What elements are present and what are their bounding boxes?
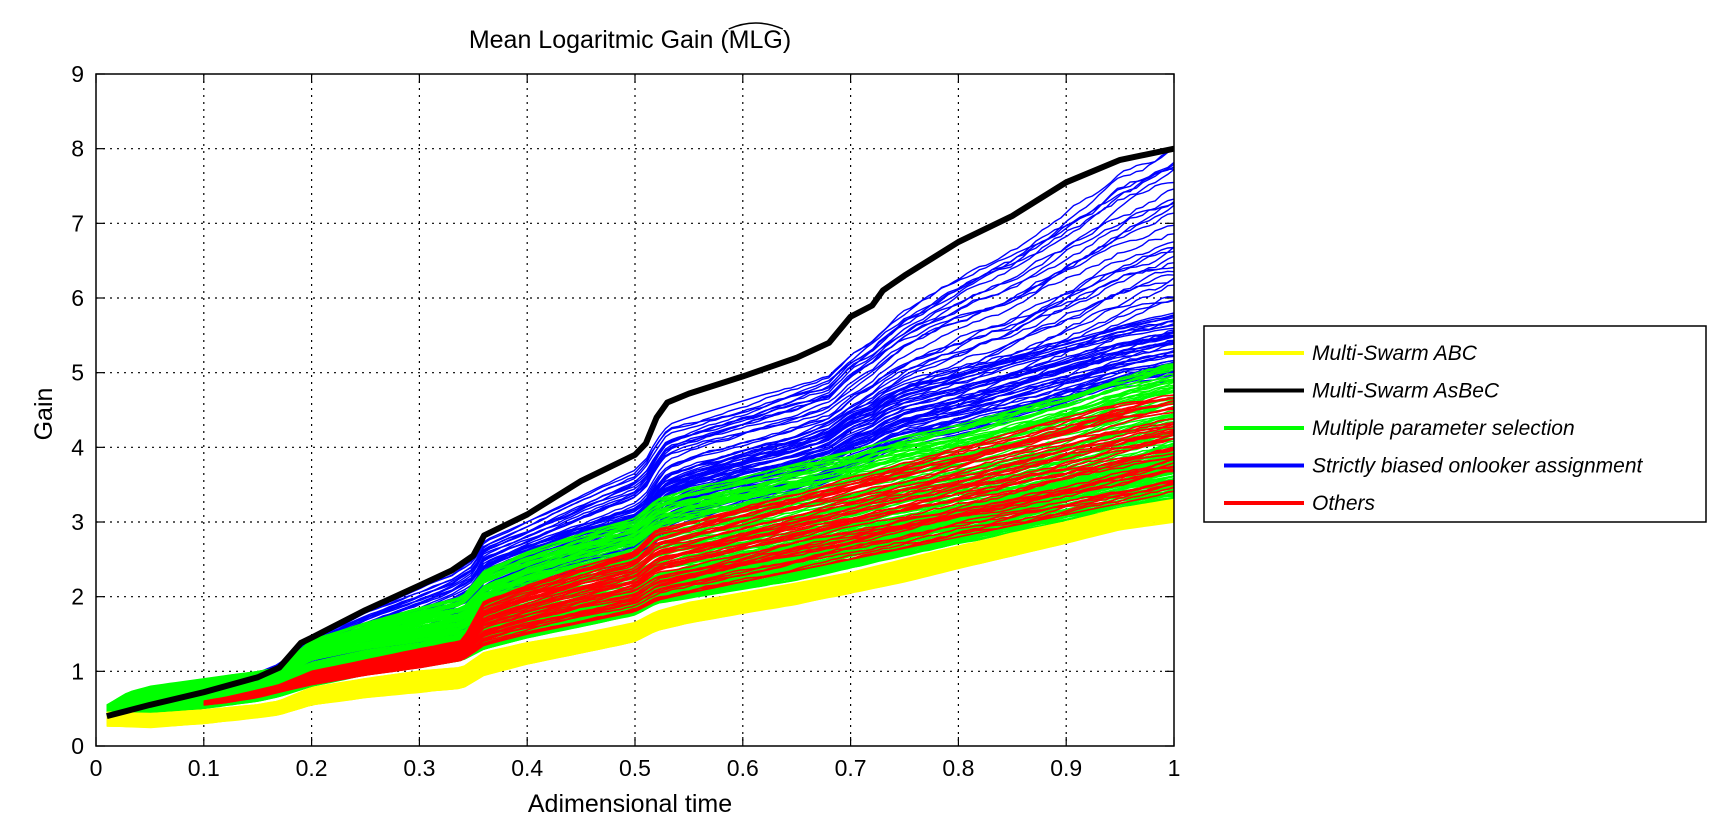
x-tick-label: 1 — [1168, 755, 1181, 781]
y-tick-label: 7 — [71, 210, 84, 236]
y-tick-label: 8 — [71, 136, 84, 162]
chart-title-hat: MLG — [729, 26, 783, 54]
y-tick-label: 6 — [71, 285, 84, 311]
x-tick-label: 0.9 — [1050, 755, 1082, 781]
x-tick-label: 0.2 — [296, 755, 328, 781]
x-tick-label: 0.6 — [727, 755, 759, 781]
legend: Multi-Swarm ABC Multi-Swarm AsBeC Multiple… — [1203, 325, 1707, 523]
x-tick-label: 0.8 — [942, 755, 974, 781]
chart-title-prefix: Mean Logaritmic Gain ( — [469, 26, 730, 54]
series-line — [203, 394, 1175, 702]
series-band — [203, 394, 1175, 706]
legend-label: Strictly biased onlooker assignment — [1312, 455, 1643, 478]
y-tick-label: 2 — [71, 584, 84, 610]
series-line — [106, 499, 1175, 715]
legend-box — [1203, 325, 1707, 523]
series-line-bold — [106, 145, 1175, 720]
x-tick-label: 0.4 — [511, 755, 543, 781]
x-axis-title: Adimensional time — [528, 790, 732, 818]
y-tick-label: 0 — [71, 733, 84, 759]
legend-label: Others — [1312, 492, 1376, 515]
legend-label: Multi-Swarm AsBeC — [1312, 380, 1500, 403]
series-line — [106, 457, 1175, 711]
title-hat-mark — [728, 22, 784, 30]
series-band — [106, 498, 1175, 729]
y-axis-title: Gain — [30, 388, 58, 441]
chart-title: Mean Logaritmic Gain (MLG) — [469, 26, 791, 54]
y-tick-label: 1 — [71, 658, 84, 684]
y-tick-label: 5 — [71, 360, 84, 386]
chart-title-suffix: ) — [783, 26, 791, 54]
x-tick-label: 0 — [90, 755, 103, 781]
x-tick-label: 0.5 — [619, 755, 651, 781]
plot-area: 0 0.1 0.2 0.3 0.4 0.5 0.6 0.7 0.8 0.9 1 0 1 2 3 4 5 6 7 8 9 — [71, 61, 1180, 781]
x-tick-label: 0.3 — [403, 755, 435, 781]
y-tick-label: 3 — [71, 509, 84, 535]
x-tick-label: 0.7 — [835, 755, 867, 781]
y-tick-label: 9 — [71, 61, 84, 87]
y-tick-label: 4 — [71, 434, 84, 460]
plot-frame — [95, 73, 1175, 747]
legend-label: Multi-Swarm ABC — [1312, 342, 1478, 365]
series-line — [203, 437, 1175, 704]
legend-label: Multiple parameter selection — [1312, 417, 1575, 440]
x-tick-label: 0.1 — [188, 755, 220, 781]
